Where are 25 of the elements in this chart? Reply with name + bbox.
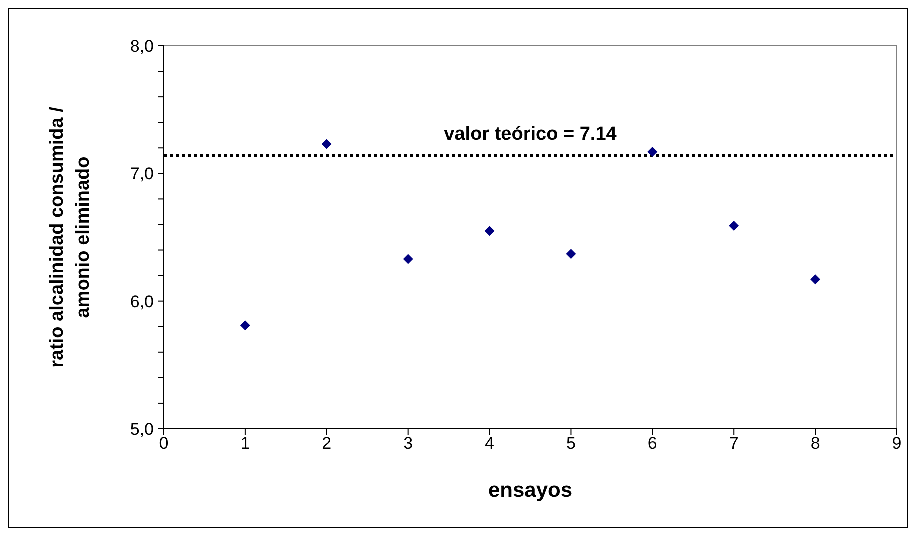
point	[403, 254, 414, 264]
point	[810, 274, 821, 285]
y-tick-label: 7,0	[130, 164, 154, 184]
x-tick-label: 5	[566, 434, 576, 454]
point	[484, 226, 495, 236]
y-axis-title: ratio alcalinidad consumida / amonio eliminado	[47, 106, 94, 368]
ref-line-label: valor teórico = 7.14	[444, 124, 618, 145]
x-tick-label: 1	[240, 434, 250, 454]
x-tick-label: 7	[729, 434, 739, 454]
point	[322, 139, 332, 150]
x-axis-title: ensayos	[488, 479, 573, 502]
x-tick-label: 3	[404, 434, 414, 454]
point	[566, 249, 576, 260]
x-tick-label: 2	[322, 434, 332, 454]
y-tick-label: 8,0	[130, 37, 154, 56]
x-tick-label: 8	[810, 434, 820, 454]
x-tick-label: 0	[159, 434, 169, 454]
x-tick-label: 4	[485, 434, 495, 454]
x-tick-label: 9	[892, 434, 902, 454]
point	[240, 320, 250, 331]
y-tick-label: 5,0	[130, 420, 154, 439]
x-tick-label: 6	[648, 434, 658, 454]
point	[648, 146, 658, 157]
point	[729, 221, 740, 232]
y-tick-label: 6,0	[130, 292, 154, 312]
